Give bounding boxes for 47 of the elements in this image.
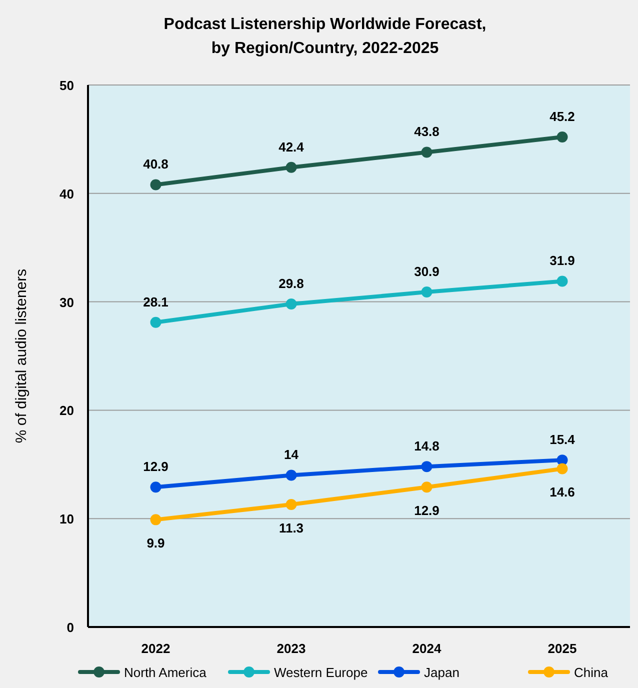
data-label: 9.9 xyxy=(146,536,165,551)
data-label: 31.9 xyxy=(550,253,575,268)
point xyxy=(556,463,568,474)
point xyxy=(286,470,297,481)
chart-title: Podcast Listenership Worldwide Forecast, by Region/Country, 2022-2025 xyxy=(164,16,486,57)
point xyxy=(421,286,432,298)
point xyxy=(150,482,162,493)
data-label: 14.8 xyxy=(414,438,440,454)
x-tick-label: 2025 xyxy=(548,641,577,656)
data-label: 14.6 xyxy=(550,484,575,500)
data-label: 43.8 xyxy=(414,124,440,140)
y-tick-label: 0 xyxy=(66,620,74,635)
x-tick-label: 2024 xyxy=(412,641,442,656)
legend-label: China xyxy=(574,665,609,680)
point xyxy=(286,162,297,173)
point xyxy=(150,514,162,526)
point xyxy=(556,132,568,143)
data-label: 30.9 xyxy=(414,264,440,280)
point xyxy=(286,499,297,510)
data-label: 12.9 xyxy=(414,503,440,518)
point xyxy=(150,179,162,190)
y-tick-label: 30 xyxy=(60,294,74,310)
point xyxy=(286,298,297,310)
x-tick-label: 2023 xyxy=(276,641,306,656)
data-label: 40.8 xyxy=(143,156,168,172)
point xyxy=(421,461,432,472)
data-label: 12.9 xyxy=(143,459,168,474)
point xyxy=(421,482,432,493)
y-axis-title: % of digital audio listeners xyxy=(13,268,30,444)
data-label: 29.8 xyxy=(278,276,304,291)
y-tick-label: 40 xyxy=(60,186,74,202)
point xyxy=(150,316,162,328)
legend-label: Japan xyxy=(424,665,460,680)
data-label: 45.2 xyxy=(550,109,575,124)
data-label: 11.3 xyxy=(278,520,304,536)
data-label: 28.1 xyxy=(143,294,168,310)
legend-label: North America xyxy=(124,665,208,680)
data-label: 15.4 xyxy=(550,432,576,448)
data-label: 42.4 xyxy=(278,139,305,154)
legend-label: Western Europe xyxy=(274,665,368,680)
point xyxy=(421,146,432,158)
y-tick-label: 20 xyxy=(60,403,74,418)
x-tick-label: 2022 xyxy=(141,641,170,656)
point xyxy=(556,276,568,287)
data-label: 14 xyxy=(284,447,300,462)
y-tick-label: 50 xyxy=(60,78,74,93)
y-tick-label: 10 xyxy=(60,512,74,527)
